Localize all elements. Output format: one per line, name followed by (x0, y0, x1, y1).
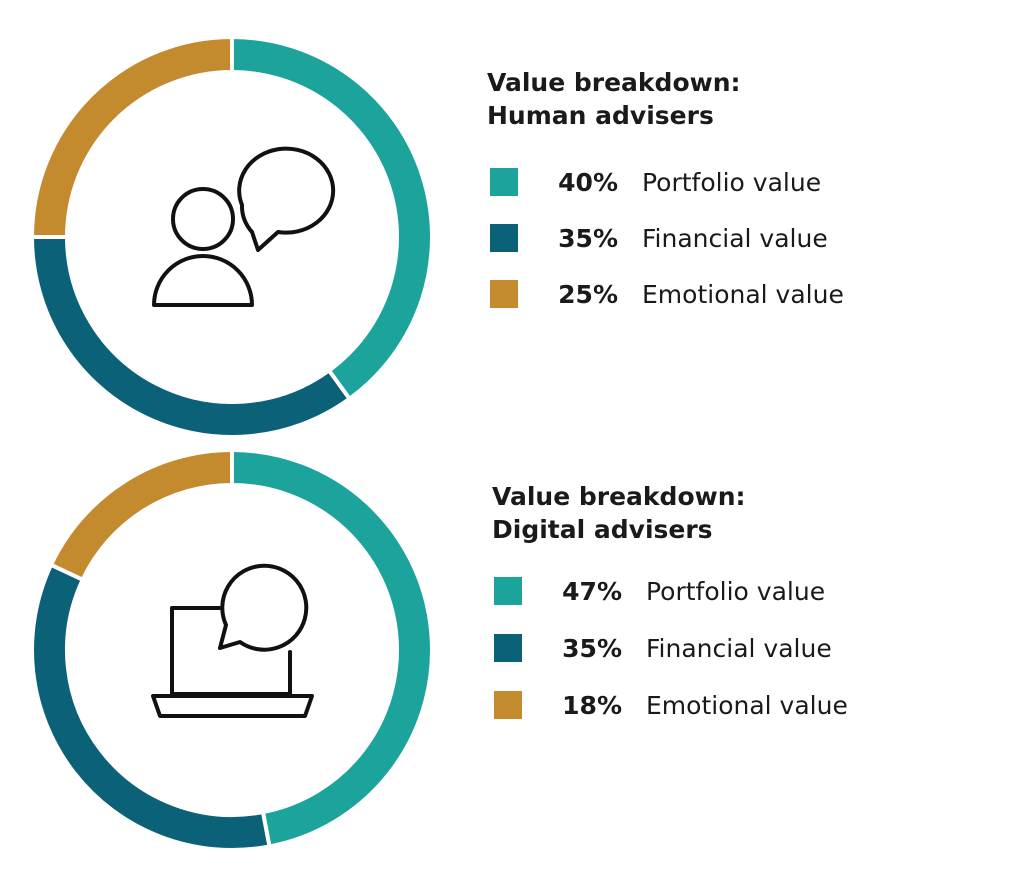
legend-item: 40% Portfolio value (490, 167, 821, 197)
donut-slice (29, 34, 234, 239)
legend-item: 35% Financial value (494, 633, 832, 663)
legend-item: 25% Emotional value (490, 279, 844, 309)
legend-label: Financial value (646, 633, 832, 663)
donut-slice (230, 447, 434, 849)
value-label: 35% (558, 223, 618, 253)
human-icon (152, 146, 336, 307)
donut-slice (230, 34, 434, 402)
legend-label: Emotional value (642, 279, 844, 309)
value-label: 18% (562, 690, 622, 720)
legend-swatch (494, 577, 522, 605)
donut-slice (48, 447, 234, 583)
legend-swatch (494, 691, 522, 719)
legend-title: Value breakdown: Digital advisers (492, 482, 746, 544)
value-label: 47% (562, 576, 622, 606)
legend-label: Emotional value (646, 690, 848, 720)
legend-swatch (490, 280, 518, 308)
legend-title: Value breakdown: Human advisers (487, 68, 741, 130)
digital-icon (151, 563, 314, 718)
donut-slice (30, 562, 272, 852)
value-label: 25% (558, 279, 618, 309)
legend-label: Portfolio value (646, 576, 826, 606)
donut-slice (29, 235, 353, 439)
legend-swatch (490, 224, 518, 252)
legend-item: 47% Portfolio value (494, 576, 825, 606)
value-label: 40% (558, 167, 618, 197)
legend-label: Portfolio value (642, 167, 822, 197)
legend-item: 35% Financial value (490, 223, 828, 253)
legend-swatch (494, 634, 522, 662)
legend-label: Financial value (642, 223, 828, 253)
value-label: 35% (562, 633, 622, 663)
legend-swatch (490, 168, 518, 196)
legend-item: 18% Emotional value (494, 690, 848, 720)
